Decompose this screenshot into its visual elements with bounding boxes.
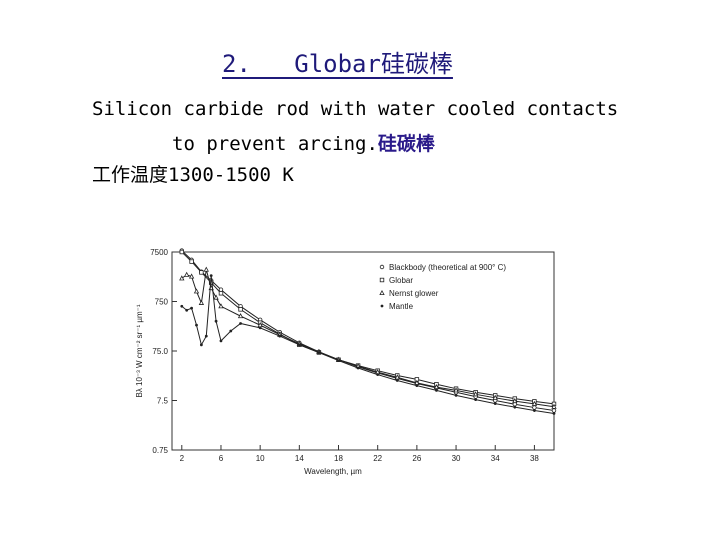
series-2-point	[198, 299, 205, 305]
series-line-3	[181, 275, 555, 414]
y-tick-label: 750	[155, 298, 169, 307]
x-tick-label: 6	[219, 454, 224, 463]
series-line-2	[181, 269, 555, 408]
series-0-point	[218, 287, 224, 292]
series-3-point	[190, 306, 193, 310]
series-2-point	[203, 266, 209, 272]
legend-label-2: Nernst glower	[389, 289, 439, 298]
series-line-0	[181, 250, 555, 412]
series-2-point	[188, 273, 195, 279]
series-3-point	[297, 343, 301, 347]
legend-label-1: Globar	[389, 276, 413, 285]
series-3-point	[195, 323, 198, 327]
series-2-point	[472, 391, 479, 397]
series-1-point	[199, 270, 204, 275]
description-line-2: to prevent arcing.硅碳棒	[172, 129, 435, 156]
description-line-2-text: to prevent arcing.	[172, 133, 378, 155]
x-axis-label: Wavelength, µm	[304, 467, 362, 476]
series-3-point	[356, 366, 360, 370]
y-tick-label: 7.5	[157, 397, 169, 406]
series-3-point	[209, 274, 213, 278]
series-2-point	[184, 271, 190, 277]
series-3-point	[185, 308, 189, 312]
x-tick-label: 34	[491, 454, 500, 463]
series-2-point	[237, 313, 244, 319]
series-3-point	[395, 379, 399, 382]
series-2-point	[512, 398, 518, 404]
series-0-point	[532, 405, 537, 410]
series-3-point	[180, 304, 184, 308]
series-3-point	[317, 351, 321, 354]
plot-frame	[171, 251, 555, 451]
x-tick-label: 30	[452, 454, 461, 463]
series-3-point	[229, 329, 233, 333]
legend-label-3: Mantle	[389, 302, 414, 311]
x-tick-label: 10	[256, 454, 265, 463]
series-1-point	[179, 249, 184, 255]
y-tick-label: 7500	[150, 248, 168, 257]
series-1-point	[238, 307, 243, 312]
series-3-point	[214, 319, 218, 323]
x-tick-label: 2	[180, 454, 185, 463]
series-3-point	[239, 322, 242, 325]
series-2-point	[453, 387, 459, 393]
series-2-point	[531, 400, 538, 406]
x-tick-label: 22	[373, 454, 382, 463]
series-2-point	[394, 374, 400, 380]
legend-label-0: Blackbody (theoretical at 900° C)	[389, 263, 506, 272]
series-3-point	[533, 409, 536, 412]
series-3-point	[552, 412, 556, 415]
series-3-point	[474, 398, 478, 402]
series-3-point	[337, 359, 340, 362]
series-3-point	[204, 334, 208, 338]
series-3-point	[513, 405, 517, 409]
series-2-point	[179, 275, 185, 281]
series-2-point	[193, 288, 200, 294]
x-tick-label: 18	[334, 454, 343, 463]
y-axis-label: Bλ 10⁻³ W cm⁻² sr⁻¹ µm⁻¹	[135, 304, 144, 397]
series-2-point	[433, 384, 440, 390]
series-3-point	[415, 384, 419, 387]
series-2-point	[213, 294, 219, 300]
series-3-point	[278, 334, 282, 338]
description-line-1: Silicon carbide rod with water cooled co…	[92, 98, 619, 120]
series-3-point	[454, 394, 458, 397]
x-tick-label: 26	[412, 454, 421, 463]
series-0-point	[551, 408, 557, 413]
series-1-point	[189, 259, 194, 264]
operating-temperature-line: 工作温度1300-1500 K	[92, 164, 294, 186]
legend-marker-3	[380, 304, 384, 308]
slide-title: 2. Globar硅碳棒	[222, 50, 453, 78]
x-tick-label: 14	[295, 454, 304, 463]
series-1-point	[218, 291, 224, 296]
legend-marker-0	[379, 264, 385, 270]
x-tick-label: 38	[530, 454, 539, 463]
series-3-point	[219, 339, 223, 343]
series-3-point	[493, 402, 497, 405]
legend-marker-1	[379, 277, 385, 283]
series-2-point	[218, 303, 224, 309]
series-2-point	[551, 403, 557, 409]
series-3-point	[258, 326, 262, 330]
legend-marker-2	[379, 289, 385, 295]
description-highlight: 硅碳棒	[377, 133, 435, 155]
series-line-1	[181, 251, 555, 405]
series-3-point	[376, 373, 380, 377]
series-3-point	[199, 343, 203, 347]
y-tick-label: 0.75	[152, 446, 168, 455]
series-2-point	[492, 394, 498, 400]
y-tick-label: 75.0	[152, 347, 168, 356]
series-3-point	[435, 388, 438, 392]
